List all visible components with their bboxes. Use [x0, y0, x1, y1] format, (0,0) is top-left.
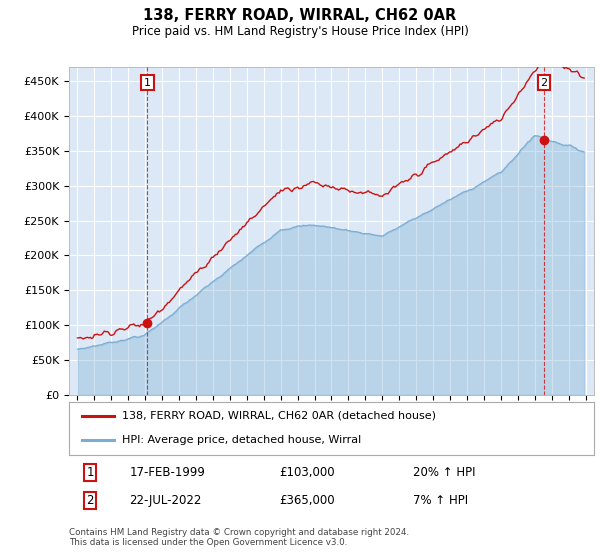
Text: 2: 2 — [86, 494, 94, 507]
Text: 7% ↑ HPI: 7% ↑ HPI — [413, 494, 468, 507]
Text: 20% ↑ HPI: 20% ↑ HPI — [413, 466, 475, 479]
Text: 1: 1 — [144, 77, 151, 87]
Text: 2: 2 — [541, 77, 548, 87]
Text: 17-FEB-1999: 17-FEB-1999 — [130, 466, 205, 479]
Text: 22-JUL-2022: 22-JUL-2022 — [130, 494, 202, 507]
Text: 1: 1 — [86, 466, 94, 479]
Text: Price paid vs. HM Land Registry's House Price Index (HPI): Price paid vs. HM Land Registry's House … — [131, 25, 469, 38]
Text: £365,000: £365,000 — [279, 494, 335, 507]
Text: Contains HM Land Registry data © Crown copyright and database right 2024.
This d: Contains HM Land Registry data © Crown c… — [69, 528, 409, 547]
Text: HPI: Average price, detached house, Wirral: HPI: Average price, detached house, Wirr… — [121, 435, 361, 445]
Text: 138, FERRY ROAD, WIRRAL, CH62 0AR (detached house): 138, FERRY ROAD, WIRRAL, CH62 0AR (detac… — [121, 411, 436, 421]
Text: 138, FERRY ROAD, WIRRAL, CH62 0AR: 138, FERRY ROAD, WIRRAL, CH62 0AR — [143, 8, 457, 24]
Text: £103,000: £103,000 — [279, 466, 335, 479]
